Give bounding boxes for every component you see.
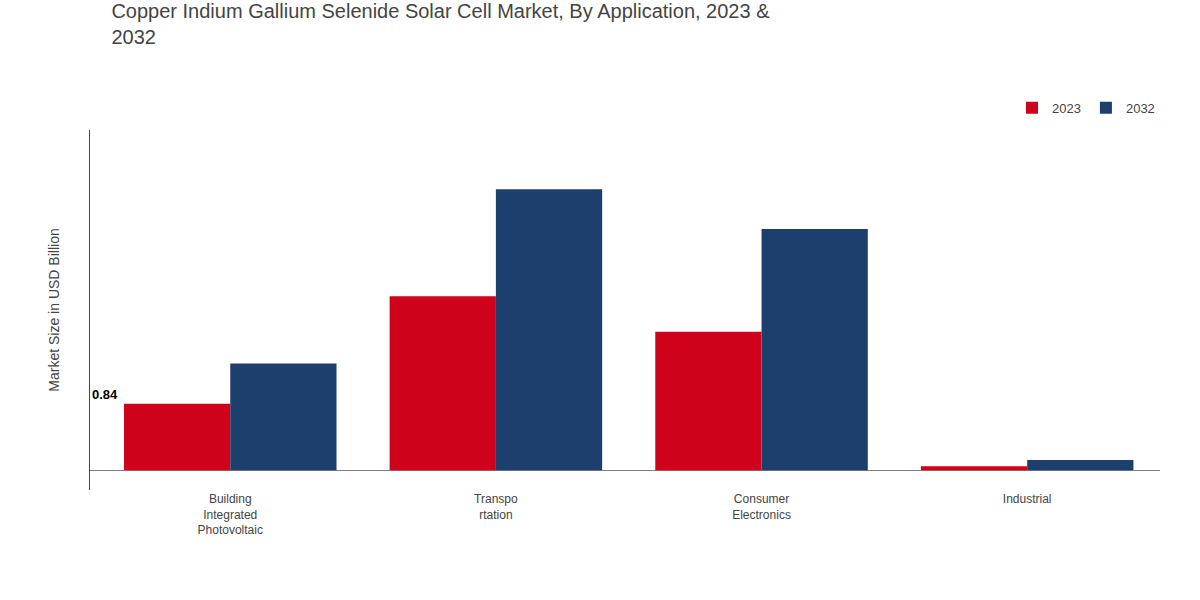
svg-text:2023: 2023 [1052, 101, 1081, 116]
svg-text:Copper Indium Gallium Selenide: Copper Indium Gallium Selenide Solar Cel… [111, 0, 770, 48]
svg-text:ConsumerElectronics: ConsumerElectronics [732, 492, 791, 522]
svg-text:0.84: 0.84 [92, 387, 118, 402]
svg-text:Industrial: Industrial [1003, 492, 1052, 506]
svg-text:Market Size in USD Billion: Market Size in USD Billion [46, 228, 62, 391]
svg-text:Transportation: Transportation [474, 492, 518, 522]
svg-text:2032: 2032 [1126, 101, 1155, 116]
svg-text:BuildingIntegratedPhotovoltaic: BuildingIntegratedPhotovoltaic [198, 492, 263, 537]
